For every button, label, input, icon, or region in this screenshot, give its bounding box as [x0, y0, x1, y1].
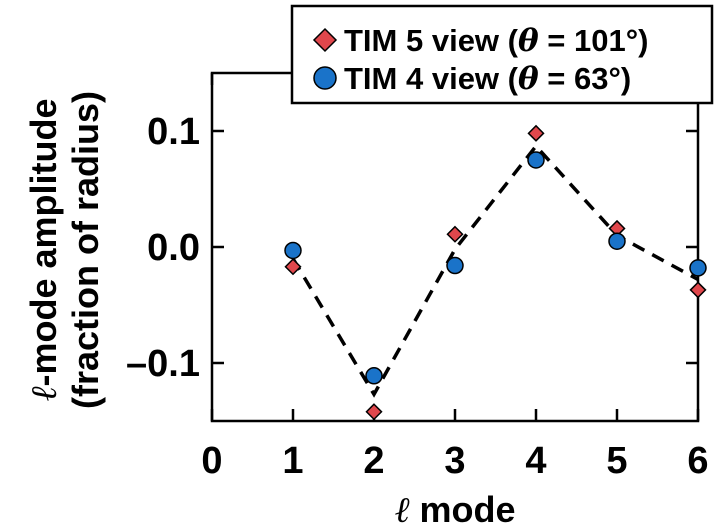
x-tick-label: 5: [606, 440, 627, 482]
legend-label-prefix: TIM 4 view (: [344, 61, 519, 96]
y-tick-label: 0.0: [147, 227, 200, 269]
y-axis-title-line1-text: -mode amplitude: [23, 98, 64, 386]
legend: TIM 5 view (θ = 101°)TIM 4 view (θ = 63°…: [290, 4, 714, 105]
tim5-data-point: [365, 403, 383, 421]
x-axis-title-text: mode: [409, 489, 515, 529]
tim5-data-point: [689, 281, 707, 299]
tim4-legend-marker: [313, 66, 337, 90]
y-axis-ell-symbol: ℓ: [24, 387, 65, 402]
tim4-data-point: [608, 232, 626, 250]
y-tick-label: –0.1: [126, 343, 200, 385]
tim4-data-point: [284, 241, 302, 260]
tim4-data-point: [527, 151, 545, 169]
plot-frame: [210, 71, 700, 423]
x-axis-title: ℓ mode: [394, 489, 515, 529]
tim4-data-point: [446, 256, 464, 275]
legend-box: [290, 4, 714, 105]
tim5-data-point: [446, 225, 464, 243]
tim4-data-point: [689, 259, 707, 277]
tick-labels: 0 1 2 3 4 5 6 0.1 0.0 –0.1: [126, 111, 709, 482]
legend-label-suffix: = 63°): [539, 61, 632, 96]
x-tick-label: 0: [201, 440, 222, 482]
legend-label: TIM 5 view (θ = 101°): [344, 23, 648, 59]
x-tick-label: 2: [363, 440, 384, 482]
x-tick-label: 6: [687, 440, 708, 482]
legend-label-suffix: = 101°): [539, 23, 649, 58]
legend-label: TIM 4 view (θ = 63°): [344, 61, 631, 97]
tim5-data-point: [284, 258, 302, 276]
x-tick-label: 1: [282, 440, 303, 482]
legend-entries: TIM 5 view (θ = 101°)TIM 4 view (θ = 63°…: [312, 23, 648, 97]
x-tick-label: 3: [444, 440, 465, 482]
legend-label-theta: θ: [518, 61, 539, 97]
y-axis-title-line2: (fraction of radius): [65, 91, 106, 409]
y-axis-title: ℓ-mode amplitude (fraction of radius): [23, 91, 106, 409]
x-axis-ell-symbol: ℓ: [394, 490, 409, 529]
tim5-legend-marker: [312, 27, 338, 53]
tim5-data-point: [527, 124, 545, 142]
ticks-layer: [210, 73, 700, 421]
data-marks: [284, 124, 707, 421]
y-tick-label: 0.1: [147, 111, 200, 153]
y-axis-title-line1: ℓ-mode amplitude: [23, 98, 65, 401]
x-tick-label: 4: [525, 440, 546, 482]
tim4-data-point: [365, 367, 383, 385]
dashed-fit-line: [291, 143, 699, 398]
legend-label-theta: θ: [518, 23, 539, 59]
legend-label-prefix: TIM 5 view (: [344, 23, 519, 58]
